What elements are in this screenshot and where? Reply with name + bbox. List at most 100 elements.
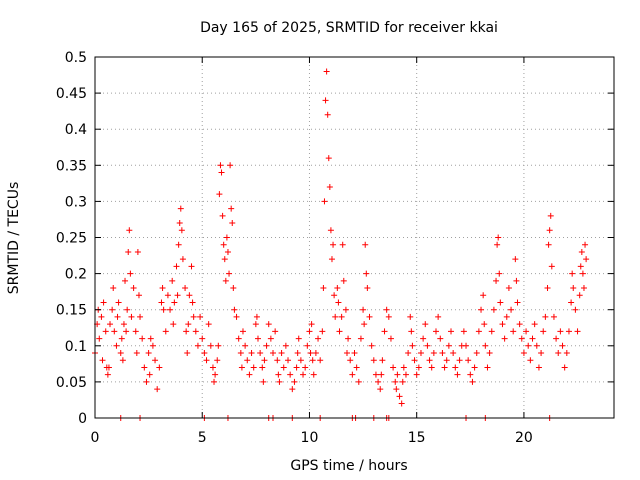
data-point [454,371,461,378]
data-point [285,357,292,364]
data-point [126,227,133,234]
data-point [531,321,538,328]
data-point [287,371,294,378]
data-point [109,306,116,313]
data-point [132,328,139,335]
data-point [178,227,185,234]
data-point [272,328,279,335]
data-point [402,371,409,378]
data-point [321,198,328,205]
data-point [217,162,224,169]
data-point [110,285,117,292]
data-point [224,248,231,255]
data-point [171,299,178,306]
data-point [378,371,385,378]
data-point [445,342,452,349]
y-tick-label: 0.45 [56,86,87,102]
data-point [212,371,219,378]
data-point [189,299,196,306]
data-point [407,313,414,320]
data-point [542,313,549,320]
data-point [205,321,212,328]
data-point [105,364,112,371]
data-point [432,328,439,335]
data-point [364,285,371,292]
data-point [465,357,472,364]
x-tick-label: 5 [198,430,207,446]
data-point [100,299,107,306]
data-point [149,342,156,349]
data-point [372,371,379,378]
data-point [324,111,331,118]
data-point [550,313,557,320]
data-point [143,378,150,385]
data-point [393,386,400,393]
data-point [426,357,433,364]
data-point [137,313,144,320]
data-point [252,321,259,328]
data-point [186,292,193,299]
data-point [523,328,530,335]
data-point [441,364,448,371]
data-point [478,306,485,313]
data-point [156,364,163,371]
data-point [223,234,230,241]
data-point [159,285,166,292]
data-point [242,342,249,349]
data-point [182,285,189,292]
data-point [545,241,552,248]
data-point [381,328,388,335]
data-point [295,335,302,342]
data-point [226,270,233,277]
data-point [422,321,429,328]
data-point [188,263,195,270]
data-point [349,371,356,378]
data-point [190,313,197,320]
data-point [179,256,186,263]
data-point [385,313,392,320]
data-point [335,299,342,306]
data-point [452,364,459,371]
data-point [544,285,551,292]
data-point [194,342,201,349]
data-point [115,299,122,306]
data-point [309,357,316,364]
data-point [362,241,369,248]
data-point [501,335,508,342]
data-point [467,371,474,378]
data-point [302,364,309,371]
data-point [327,227,334,234]
data-point [304,342,311,349]
data-point [253,313,260,320]
data-point [355,378,362,385]
data-point [117,350,124,357]
data-point [400,364,407,371]
data-point [139,335,146,342]
y-tick-label: 0.4 [65,122,87,138]
data-point [297,357,304,364]
data-point [408,328,415,335]
data-point [417,350,424,357]
data-point [315,335,322,342]
data-point [261,357,268,364]
data-point [471,364,478,371]
data-point [496,270,503,277]
data-point [481,321,488,328]
x-tick-label: 0 [91,430,100,446]
data-point [214,357,221,364]
data-point [278,350,285,357]
data-point [169,277,176,284]
data-point [546,227,553,234]
data-point [158,299,165,306]
data-point [244,357,251,364]
data-point [516,321,523,328]
data-point [312,350,319,357]
data-point [267,335,274,342]
data-point [246,371,253,378]
data-point [450,350,457,357]
axis-ticks [94,56,614,419]
data-point [207,342,214,349]
data-point [176,220,183,227]
data-point [510,328,517,335]
data-point [141,364,148,371]
